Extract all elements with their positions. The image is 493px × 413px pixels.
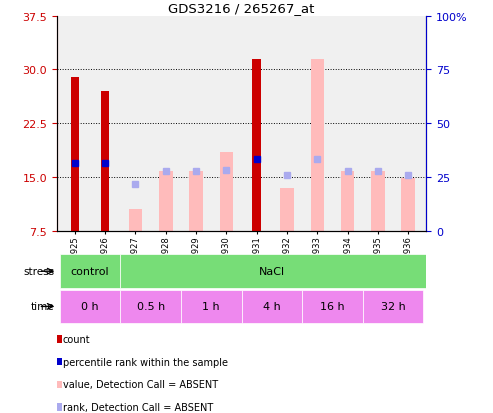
Text: percentile rank within the sample: percentile rank within the sample (63, 357, 228, 367)
Title: GDS3216 / 265267_at: GDS3216 / 265267_at (169, 2, 315, 15)
Bar (60, 290, 120, 323)
Bar (159, 172, 173, 231)
Bar (371, 172, 385, 231)
Text: count: count (63, 334, 91, 344)
Text: value, Detection Call = ABSENT: value, Detection Call = ABSENT (63, 380, 218, 389)
Text: 4 h: 4 h (263, 301, 281, 312)
Bar (101, 92, 109, 231)
Text: stress: stress (23, 266, 54, 277)
Text: NaCl: NaCl (259, 266, 285, 277)
Text: 16 h: 16 h (320, 301, 345, 312)
Bar (219, 152, 233, 231)
FancyBboxPatch shape (120, 255, 426, 288)
FancyBboxPatch shape (60, 255, 120, 288)
Text: rank, Detection Call = ABSENT: rank, Detection Call = ABSENT (63, 402, 213, 412)
Text: 0 h: 0 h (81, 301, 99, 312)
Bar (363, 290, 423, 323)
Text: 32 h: 32 h (381, 301, 405, 312)
Bar (129, 210, 142, 231)
Bar (189, 172, 203, 231)
Bar (311, 59, 324, 231)
Bar (401, 179, 415, 231)
Bar (242, 290, 302, 323)
Bar (252, 59, 261, 231)
Text: time: time (31, 301, 54, 312)
Text: control: control (70, 266, 109, 277)
Text: 1 h: 1 h (203, 301, 220, 312)
Text: 0.5 h: 0.5 h (137, 301, 165, 312)
Bar (120, 290, 181, 323)
Bar (302, 290, 363, 323)
Bar (181, 290, 242, 323)
Bar (341, 172, 354, 231)
Bar (70, 77, 79, 231)
Bar (280, 188, 294, 231)
